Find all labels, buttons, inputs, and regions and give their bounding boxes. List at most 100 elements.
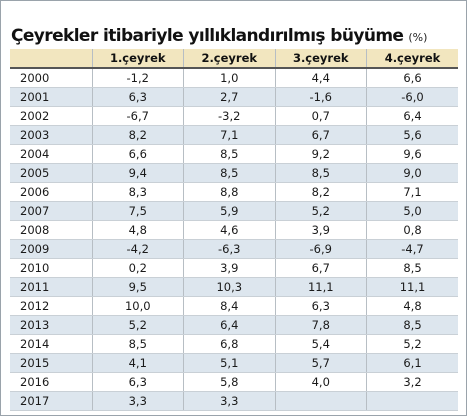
row-q2-cell: 8,5 [183, 163, 275, 183]
row-q4-cell: 4,8 [366, 296, 458, 316]
row-q1-cell: 9,5 [91, 277, 184, 297]
row-q1-cell: 3,3 [91, 391, 184, 411]
row-q3-cell: 8,2 [274, 182, 367, 202]
row-year-cell: 2007 [10, 201, 92, 221]
row-q3-cell: 6,7 [274, 258, 367, 278]
row-year-cell: 2016 [10, 372, 92, 392]
row-q1-cell: -6,7 [91, 106, 184, 126]
table-row: 2010 0,2 3,9 6,7 8,5 [10, 258, 458, 278]
table-row: 2016 6,3 5,8 4,0 3,2 [10, 372, 458, 392]
row-q2-cell: 4,6 [183, 220, 275, 240]
page-title: Çeyrekler itibariyle yıllıklandırılmış b… [11, 26, 404, 46]
row-q2-cell: 2,7 [183, 87, 275, 107]
row-q4-cell: 0,8 [366, 220, 458, 240]
row-q2-cell: 3,3 [183, 391, 275, 411]
row-q2-cell: 8,5 [183, 144, 275, 164]
row-q2-cell: 8,4 [183, 296, 275, 316]
row-q4-cell: 7,1 [366, 182, 458, 202]
row-q1-cell: 5,2 [91, 315, 184, 335]
table-row: 2004 6,6 8,5 9,2 9,6 [10, 144, 458, 164]
row-year-cell: 2013 [10, 315, 92, 335]
table-row: 2013 5,2 6,4 7,8 8,5 [10, 315, 458, 335]
row-q3-cell: 6,3 [274, 296, 367, 316]
row-year-cell: 2012 [10, 296, 92, 316]
row-q2-cell: -6,3 [183, 239, 275, 259]
row-q4-cell: -4,7 [366, 239, 458, 259]
row-q3-cell: -6,9 [274, 239, 367, 259]
row-year-cell: 2003 [10, 125, 92, 145]
row-year-cell: 2015 [10, 353, 92, 373]
row-q4-cell: 8,5 [366, 315, 458, 335]
row-q4-cell [366, 391, 458, 411]
row-year-cell: 2010 [10, 258, 92, 278]
header-q2: 2.çeyrek [183, 49, 275, 69]
table-row: 2003 8,2 7,1 6,7 5,6 [10, 125, 458, 145]
row-q2-cell: 8,8 [183, 182, 275, 202]
row-q4-cell: 5,0 [366, 201, 458, 221]
row-q1-cell: 4,8 [91, 220, 184, 240]
row-q4-cell: 5,2 [366, 334, 458, 354]
row-q4-cell: 6,4 [366, 106, 458, 126]
header-q3: 3.çeyrek [274, 49, 367, 69]
table-row: 2015 4,1 5,1 5,7 6,1 [10, 353, 458, 373]
table-row: 2017 3,3 3,3 [10, 391, 458, 411]
row-q1-cell: 6,3 [91, 87, 184, 107]
row-q1-cell: 7,5 [91, 201, 184, 221]
row-q3-cell: 4,4 [274, 68, 367, 88]
table-row: 2012 10,0 8,4 6,3 4,8 [10, 296, 458, 316]
row-q3-cell: 6,7 [274, 125, 367, 145]
table-row: 2008 4,8 4,6 3,9 0,8 [10, 220, 458, 240]
row-year-cell: 2011 [10, 277, 92, 297]
row-q4-cell: 11,1 [366, 277, 458, 297]
row-q1-cell: 8,3 [91, 182, 184, 202]
row-q3-cell: 8,5 [274, 163, 367, 183]
row-q1-cell: -1,2 [91, 68, 184, 88]
table-row: 2002 -6,7 -3,2 0,7 6,4 [10, 106, 458, 126]
row-q4-cell: 6,6 [366, 68, 458, 88]
row-q3-cell: 11,1 [274, 277, 367, 297]
row-year-cell: 2000 [10, 68, 92, 88]
table-row: 2006 8,3 8,8 8,2 7,1 [10, 182, 458, 202]
row-q1-cell: 0,2 [91, 258, 184, 278]
row-q1-cell: 10,0 [91, 296, 184, 316]
row-year-cell: 2001 [10, 87, 92, 107]
header-row: 1.çeyrek 2.çeyrek 3.çeyrek 4.çeyrek [10, 49, 458, 69]
row-q3-cell: 3,9 [274, 220, 367, 240]
row-year-cell: 2005 [10, 163, 92, 183]
title-unit: (%) [408, 31, 428, 44]
table-row: 2001 6,3 2,7 -1,6 -6,0 [10, 87, 458, 107]
row-q1-cell: 6,3 [91, 372, 184, 392]
row-q3-cell: 0,7 [274, 106, 367, 126]
row-q4-cell: 6,1 [366, 353, 458, 373]
table-body: 2000 -1,2 1,0 4,4 6,6 2001 6,3 2,7 -1,6 -6,0 2002-… [10, 68, 458, 411]
table-row: 2011 9,5 10,3 11,1 11,1 [10, 277, 458, 297]
header-year [10, 49, 92, 69]
row-q2-cell: 6,4 [183, 315, 275, 335]
row-q4-cell: 9,0 [366, 163, 458, 183]
row-year-cell: 2017 [10, 391, 92, 411]
row-q3-cell: 4,0 [274, 372, 367, 392]
table-row: 2009 -4,2 -6,3 -6,9 -4,7 [10, 239, 458, 259]
row-q1-cell: -4,2 [91, 239, 184, 259]
row-q2-cell: 5,1 [183, 353, 275, 373]
table-row: 2014 8,5 6,8 5,4 5,2 [10, 334, 458, 354]
row-q4-cell: 3,2 [366, 372, 458, 392]
row-q4-cell: -6,0 [366, 87, 458, 107]
row-q1-cell: 8,2 [91, 125, 184, 145]
table-row: 2007 7,5 5,9 5,2 5,0 [10, 201, 458, 221]
growth-table: 1.çeyrek 2.çeyrek 3.çeyrek 4.çeyrek 2000… [10, 49, 458, 411]
row-year-cell: 2004 [10, 144, 92, 164]
row-year-cell: 2006 [10, 182, 92, 202]
row-q1-cell: 8,5 [91, 334, 184, 354]
row-q2-cell: -3,2 [183, 106, 275, 126]
row-q3-cell: 5,2 [274, 201, 367, 221]
row-q4-cell: 5,6 [366, 125, 458, 145]
row-q2-cell: 1,0 [183, 68, 275, 88]
row-year-cell: 2002 [10, 106, 92, 126]
row-q2-cell: 5,8 [183, 372, 275, 392]
row-q4-cell: 9,6 [366, 144, 458, 164]
table-row: 2005 9,4 8,5 8,5 9,0 [10, 163, 458, 183]
row-q1-cell: 9,4 [91, 163, 184, 183]
row-year-cell: 2009 [10, 239, 92, 259]
table-row: 2000 -1,2 1,0 4,4 6,6 [10, 68, 458, 88]
